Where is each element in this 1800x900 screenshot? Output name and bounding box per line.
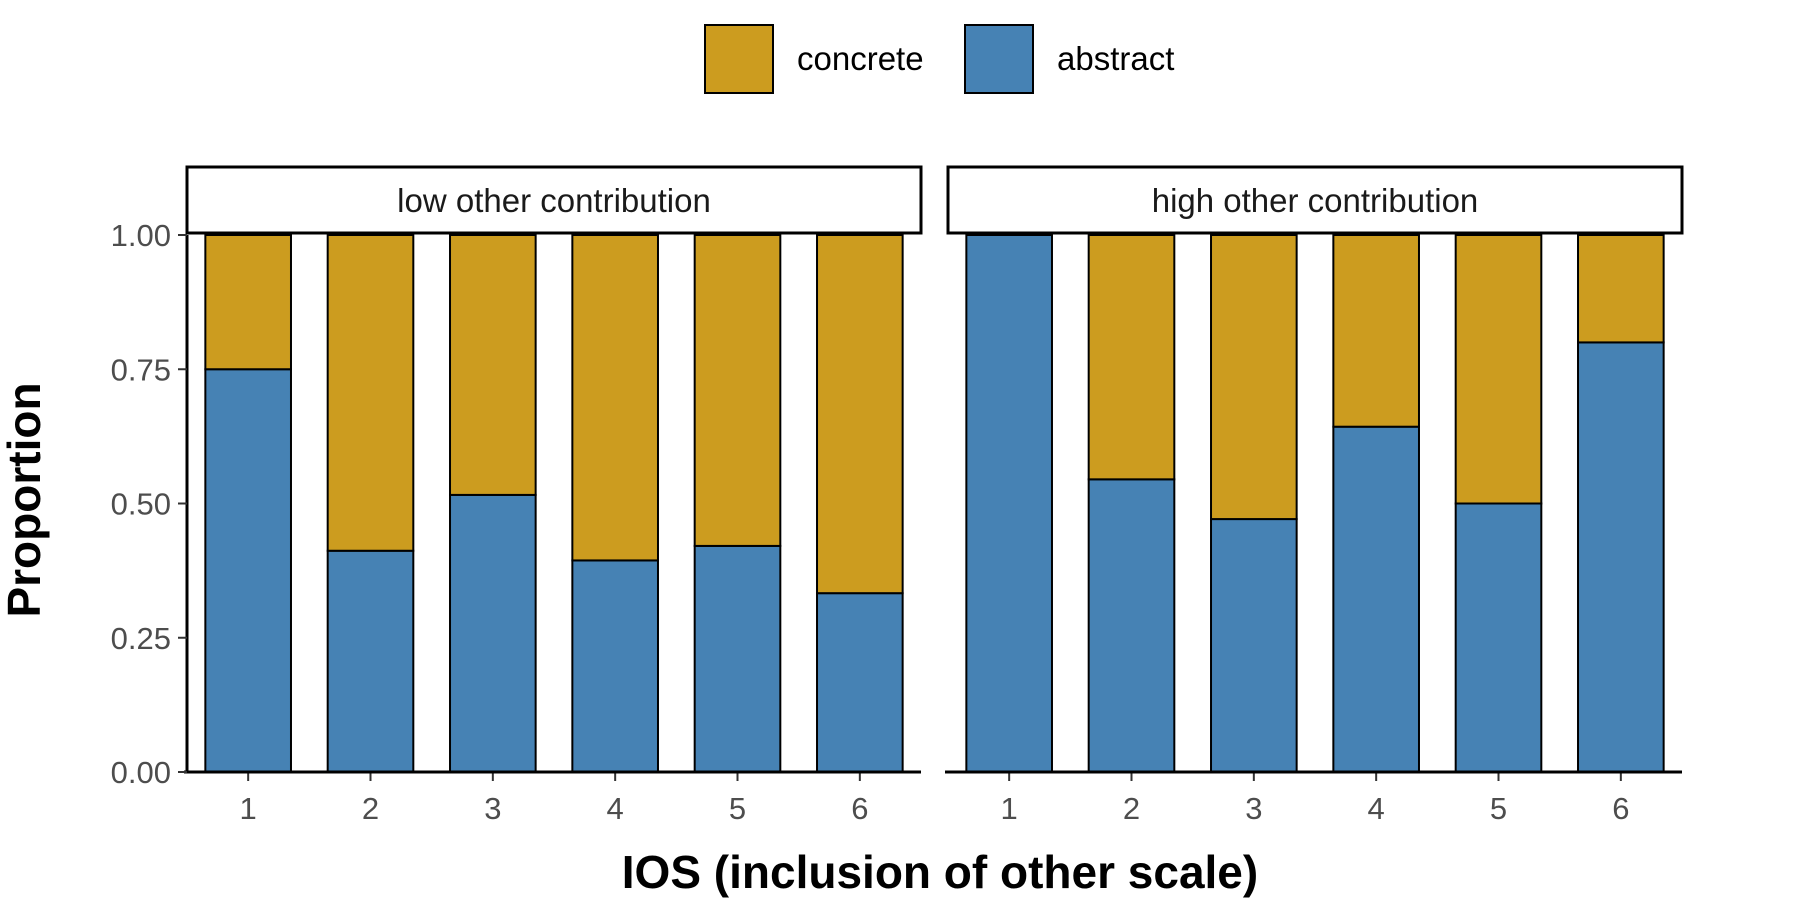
x-axis-title: IOS (inclusion of other scale)	[622, 846, 1258, 898]
bar-panel1-abstract-6	[816, 592, 904, 774]
y-tick-label: 0.50	[111, 487, 171, 522]
bar-panel1-abstract-3	[449, 493, 537, 773]
panel-title-1: low other contribution	[397, 182, 711, 219]
bar-panel2-abstract-4	[1332, 425, 1420, 773]
bar-panel2-abstract-2	[1087, 478, 1176, 773]
y-tick-label: 0.75	[111, 352, 171, 387]
bar-panel2-abstract-3	[1210, 518, 1298, 773]
legend-label-concrete: concrete	[797, 40, 924, 77]
bar-panel1-concrete-6	[816, 234, 904, 595]
y-axis: 0.00 0.25 0.50 0.75 1.00	[111, 218, 189, 790]
bar-panel2-concrete-5	[1454, 234, 1543, 505]
x-tick-label: 6	[851, 791, 868, 826]
bar-panel1-abstract-2	[326, 549, 415, 773]
y-tick-label: 0.00	[111, 755, 171, 790]
bar-panel2-concrete-3	[1210, 234, 1298, 521]
x-tick-label: 3	[1245, 791, 1262, 826]
bar-panel1-abstract-5	[693, 544, 782, 773]
y-tick-label: 0.25	[111, 621, 171, 656]
x-tick-label: 5	[1490, 791, 1507, 826]
bar-panel2-concrete-6	[1577, 234, 1665, 344]
x-tick-label: 2	[1123, 791, 1140, 826]
panel-1: low other contribution 1 2 3 4 5 6	[184, 165, 923, 826]
bar-panel1-concrete-2	[326, 234, 415, 552]
panel-2: high other contribution 1 2 3 4 5 6	[945, 165, 1684, 826]
bar-panel1-concrete-5	[693, 234, 782, 547]
x-tick-label: 1	[240, 791, 257, 826]
legend: concrete abstract	[704, 24, 1174, 94]
legend-key-concrete	[704, 24, 774, 94]
bar-panel2-abstract-5	[1454, 502, 1543, 773]
x-tick-label: 2	[362, 791, 379, 826]
bar-panel1-abstract-1	[204, 368, 292, 773]
panel-title-2: high other contribution	[1152, 182, 1479, 219]
legend-label-abstract: abstract	[1057, 40, 1174, 77]
x-tick-label: 6	[1612, 791, 1629, 826]
bar-panel2-concrete-4	[1332, 234, 1420, 428]
panel-strip-1	[185, 165, 923, 235]
x-tick-label: 1	[1001, 791, 1018, 826]
x-tick-label: 4	[607, 791, 624, 826]
bar-panel2-concrete-2	[1087, 234, 1176, 481]
bar-panel1-abstract-4	[571, 559, 659, 773]
panel-strip-2	[946, 165, 1684, 235]
bar-panel1-concrete-1	[204, 234, 292, 371]
bar-panel1-concrete-3	[449, 234, 537, 496]
bar-panel2-abstract-6	[1577, 341, 1665, 773]
y-axis-title: Proportion	[0, 382, 50, 617]
bar-panel2-abstract-1	[965, 234, 1053, 773]
x-tick-label: 4	[1368, 791, 1385, 826]
bar-panel1-concrete-4	[571, 234, 659, 562]
legend-key-abstract	[964, 24, 1034, 94]
y-tick-label: 1.00	[111, 218, 171, 253]
x-tick-label: 3	[484, 791, 501, 826]
x-tick-label: 5	[729, 791, 746, 826]
